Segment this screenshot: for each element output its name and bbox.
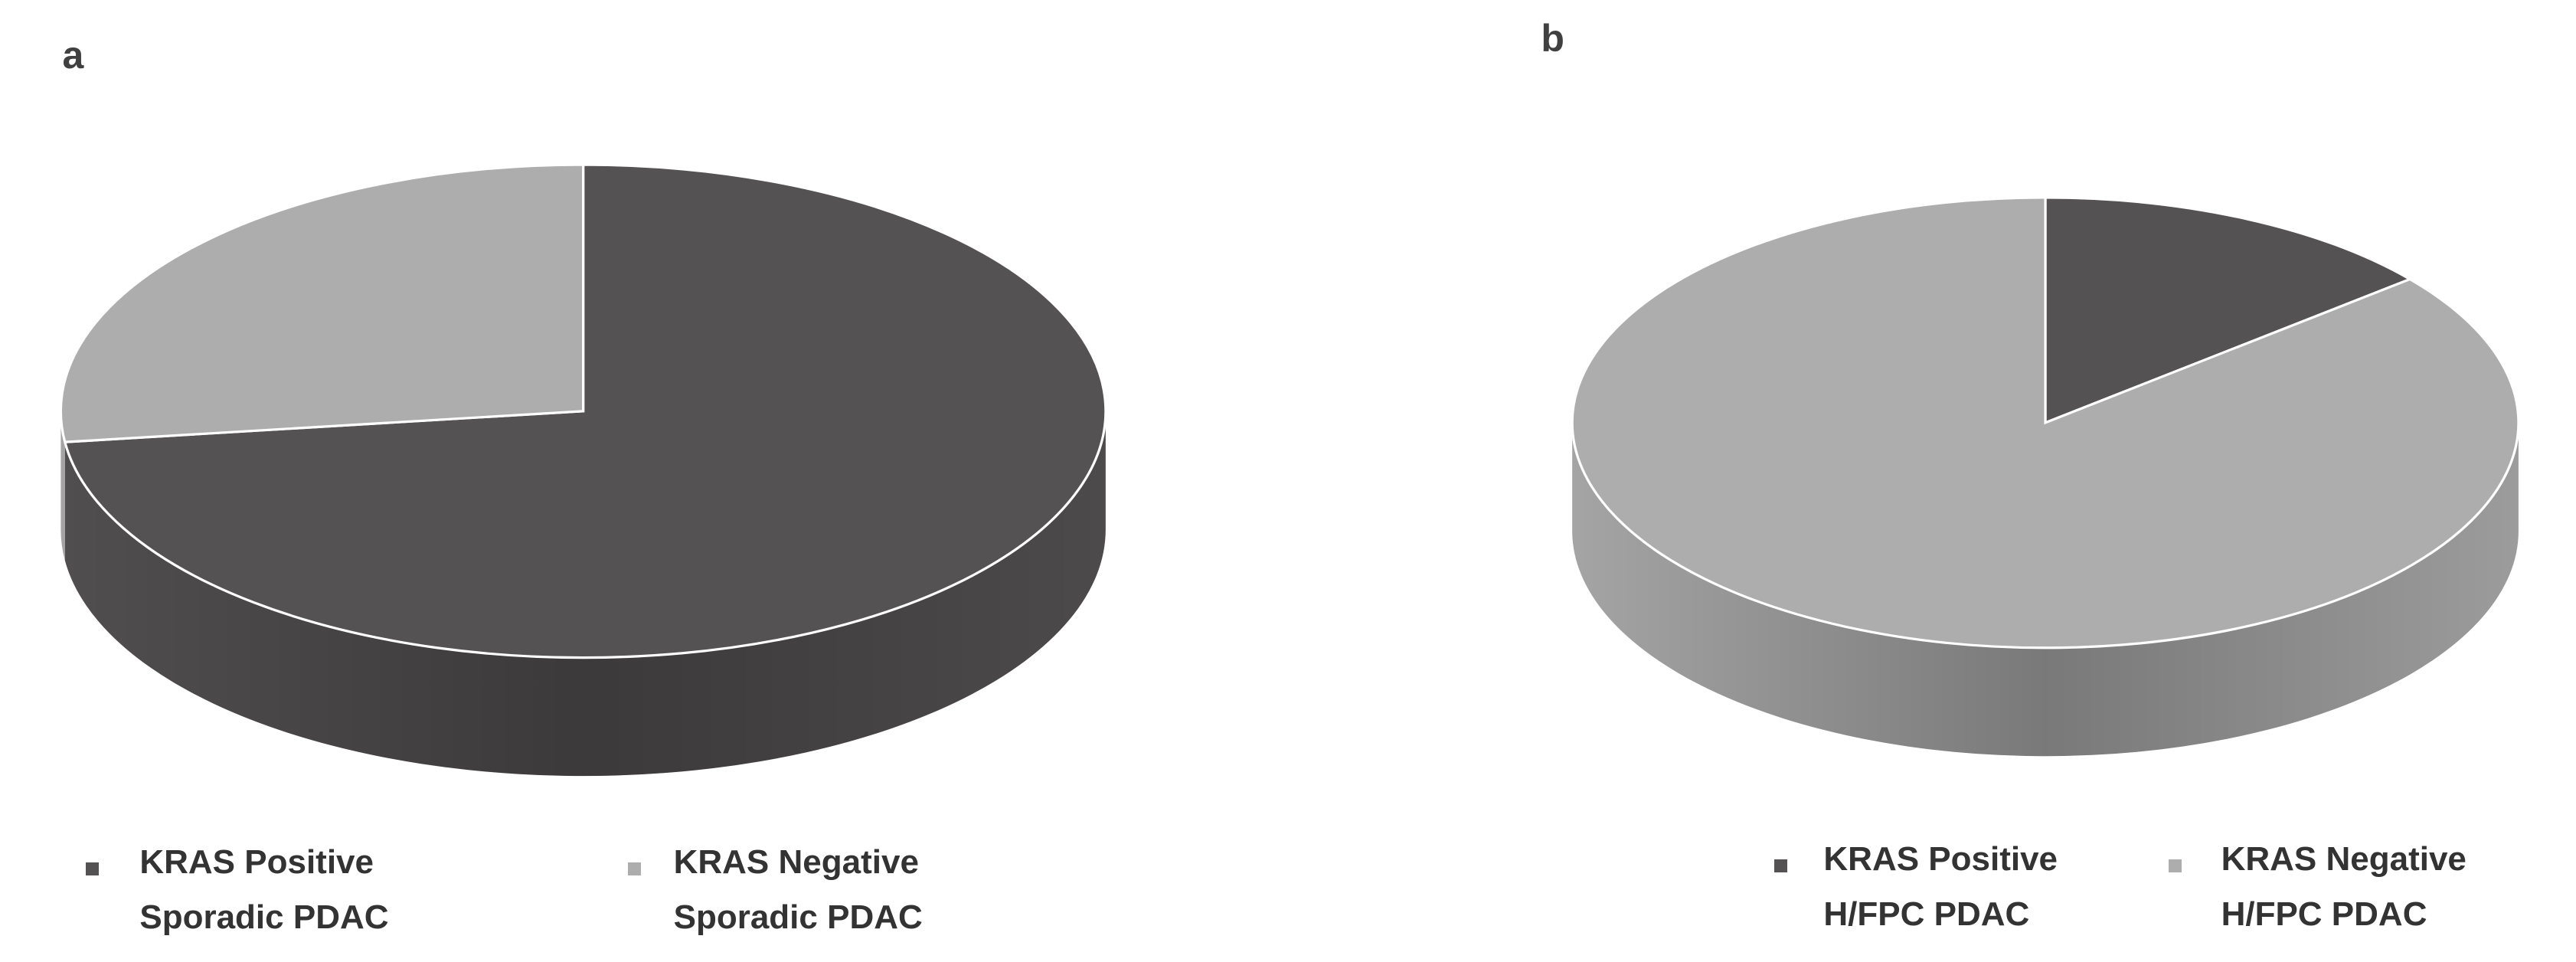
legend-swatch [85,862,99,876]
pie-slice [2044,196,2413,425]
pie-slice [59,163,585,443]
panel-label: a [62,33,84,77]
pie-side-shade [60,411,1106,776]
pie-slice [1571,196,2520,650]
legend-label: KRAS Negative Sporadic PDAC [673,843,923,936]
panel-label: b [1541,17,1564,61]
legend-label: KRAS Positive Sporadic PDAC [139,843,389,936]
legend-swatch [1774,859,1788,873]
legend-swatch [627,862,641,876]
legend-label: KRAS Positive H/FPC PDAC [1823,839,2058,933]
legend-swatch [2168,859,2182,873]
pie-side-shade [1572,422,2519,757]
pie-slice [63,163,1107,659]
legend-label: KRAS Negative H/FPC PDAC [2221,839,2466,933]
